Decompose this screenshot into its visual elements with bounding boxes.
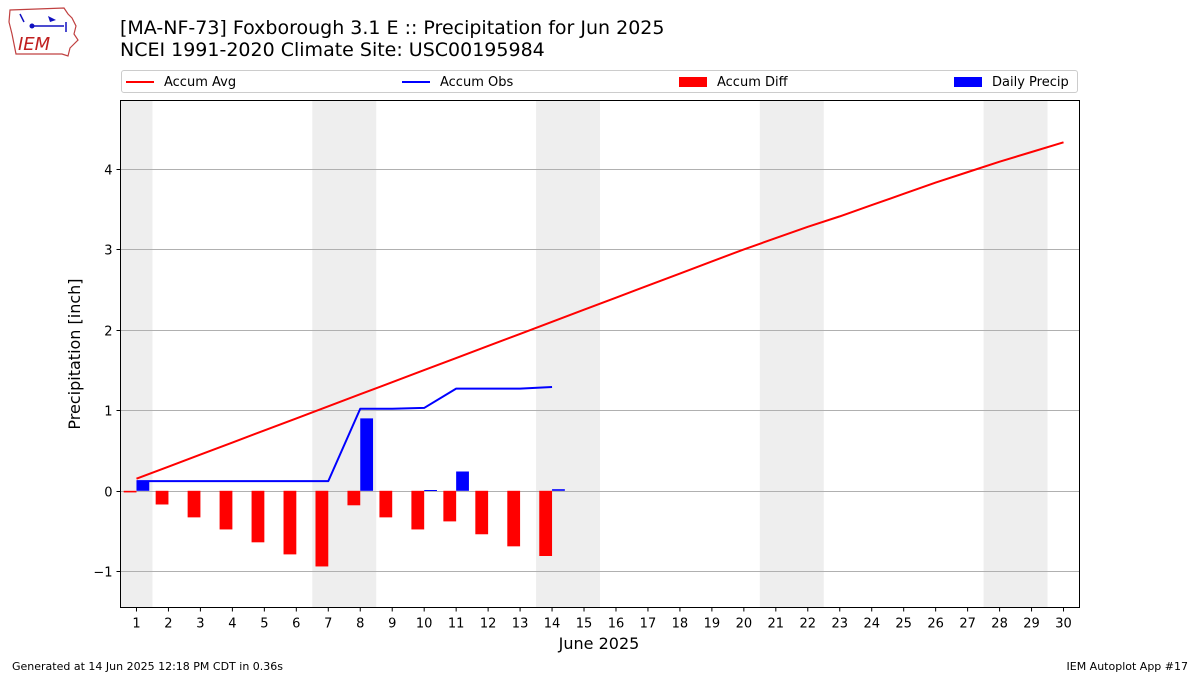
x-tick-label: 23 [831,617,848,632]
x-tick-label: 1 [132,617,140,632]
x-tick-label: 8 [356,617,364,632]
x-tick-label: 9 [388,617,396,632]
legend-item-accum-avg: Accum Avg [126,74,236,90]
bar-accum-diff [283,490,297,555]
x-tick-label: 3 [196,617,204,632]
bar-accum-diff [411,490,425,530]
bar-accum-diff [219,490,233,530]
legend-label-daily-precip: Daily Precip [992,74,1069,90]
legend-swatch-accum-obs [402,81,430,83]
x-tick-label: 10 [416,617,433,632]
chart-title-block: [MA-NF-73] Foxborough 3.1 E :: Precipita… [120,17,664,61]
y-tick-label: −1 [93,566,112,581]
chart-subtitle: NCEI 1991-2020 Climate Site: USC00195984 [120,39,545,61]
x-tick-label: 20 [736,617,753,632]
bar-accum-diff [475,490,489,535]
x-tick-label: 5 [260,617,268,632]
bar-accum-diff [315,490,329,567]
bar-accum-diff [251,490,265,543]
weekend-band [983,100,1048,608]
weekend-band [759,100,824,608]
autoplot-app-label: IEM Autoplot App #17 [1066,660,1189,673]
x-tick-label: 15 [576,617,593,632]
x-tick-label: 29 [1023,617,1040,632]
x-tick-label: 22 [800,617,817,632]
bar-accum-diff [123,490,137,493]
x-tick-label: 2 [164,617,172,632]
y-tick-label: 0 [104,486,112,501]
x-tick-label: 12 [480,617,497,632]
bar-accum-diff [379,490,393,518]
line-series [136,141,1064,483]
y-axis-label: Precipitation [inch] [65,278,84,429]
x-tick-label: 16 [608,617,625,632]
x-tick-label: 17 [640,617,657,632]
x-tick-label: 7 [324,617,332,632]
x-axis-ticks: 1 2 3 4 5 6 7 8 9 10 11 12 13 14 15 16 17 18 19 20 21 22 23 24 2… [132,607,1072,632]
chart-legend: Accum Avg Accum Obs Accum Diff Daily Pre… [121,70,1078,93]
plot-frame [120,100,1080,608]
generated-timestamp: Generated at 14 Jun 2025 12:18 PM CDT in… [12,660,284,673]
logo-text: IEM [18,34,51,55]
y-tick-label: 2 [104,325,112,340]
x-tick-label: 19 [704,617,721,632]
bar-series [123,418,565,567]
bar-accum-diff [187,490,201,518]
legend-item-daily-precip: Daily Precip [954,74,1069,90]
legend-swatch-daily-precip [954,77,982,87]
legend-swatch-accum-diff [679,77,707,87]
x-axis-label: June 2025 [558,634,640,653]
bar-accum-diff [347,490,361,506]
x-tick-label: 6 [292,617,300,632]
x-tick-label: 25 [895,617,912,632]
legend-item-accum-obs: Accum Obs [402,74,513,90]
bar-accum-diff [507,490,521,547]
y-tick-label: 3 [104,244,112,259]
x-tick-label: 4 [228,617,236,632]
bar-accum-diff [539,490,553,556]
x-tick-label: 30 [1055,617,1072,632]
x-tick-label: 18 [672,617,689,632]
legend-item-accum-diff: Accum Diff [679,74,788,90]
y-axis-ticks: −1 0 1 2 3 4 [93,164,121,581]
x-tick-label: 21 [768,617,785,632]
weekend-band [120,100,153,608]
bar-daily-precip [552,489,565,491]
legend-label-accum-diff: Accum Diff [717,74,788,90]
x-tick-label: 11 [448,617,465,632]
line-accum-avg [136,141,1064,480]
x-tick-label: 28 [991,617,1008,632]
y-gridlines [120,169,1080,572]
legend-label-accum-obs: Accum Obs [440,74,514,90]
iem-logo: IEM [6,4,82,60]
y-tick-label: 4 [104,164,112,179]
weekend-shading [120,100,1048,608]
x-tick-label: 26 [927,617,944,632]
bar-daily-precip [136,481,150,491]
x-tick-label: 24 [863,617,880,632]
y-tick-label: 1 [104,405,112,420]
legend-swatch-accum-avg [126,81,154,83]
legend-label-accum-avg: Accum Avg [164,74,237,90]
iowa-state-outline-weather-icon: IEM [8,7,79,57]
bar-daily-precip [360,418,374,491]
x-tick-label: 13 [512,617,529,632]
bar-daily-precip [424,490,437,492]
bar-accum-diff [155,490,169,505]
bar-daily-precip [456,471,469,491]
line-accum-obs [136,385,553,483]
chart-title: [MA-NF-73] Foxborough 3.1 E :: Precipita… [120,17,665,39]
x-tick-label: 27 [959,617,976,632]
bar-accum-diff [443,490,457,522]
x-tick-label: 14 [544,617,561,632]
